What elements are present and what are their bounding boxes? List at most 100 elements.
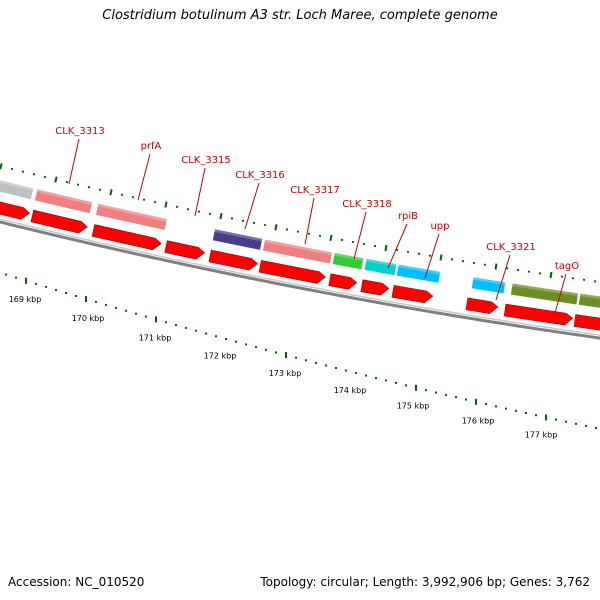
outer-minor-tick bbox=[65, 180, 69, 184]
cds-arrow-shape bbox=[360, 279, 390, 296]
gene-bar-sheen bbox=[511, 283, 579, 297]
inner-minor-tick bbox=[275, 351, 277, 354]
scale-label-173: 173 kbp bbox=[269, 369, 302, 378]
cds-arrow-7 bbox=[328, 273, 358, 290]
outer-minor-tick bbox=[318, 234, 322, 238]
gene-bar-sheen bbox=[579, 293, 600, 301]
cds-arrow-shape bbox=[30, 209, 88, 234]
cds-arrow-shape bbox=[573, 314, 600, 331]
inner-major-tick bbox=[155, 316, 157, 323]
outer-minor-tick bbox=[461, 260, 465, 263]
inner-minor-tick bbox=[335, 367, 337, 370]
outer-minor-tick bbox=[186, 208, 190, 211]
gene-bar-sheen bbox=[264, 239, 333, 256]
inner-minor-tick bbox=[5, 273, 7, 276]
outer-major-tick bbox=[439, 254, 443, 261]
outer-minor-tick bbox=[516, 268, 520, 272]
outer-minor-tick bbox=[472, 261, 476, 265]
inner-minor-tick bbox=[145, 315, 147, 318]
inner-minor-tick bbox=[445, 393, 447, 396]
inner-minor-tick bbox=[215, 335, 217, 338]
outer-minor-tick bbox=[483, 263, 487, 266]
inner-minor-tick bbox=[225, 337, 227, 340]
outer-minor-tick bbox=[351, 240, 355, 244]
cds-arrow-11 bbox=[503, 303, 574, 326]
gene-bar-shape bbox=[33, 188, 94, 215]
inner-minor-tick bbox=[65, 291, 67, 294]
gene-bar-shape bbox=[395, 263, 442, 284]
gene-bar-sheen bbox=[397, 264, 441, 275]
inner-minor-tick bbox=[185, 326, 187, 329]
gene-tago-bar bbox=[510, 282, 579, 306]
outer-minor-tick bbox=[428, 254, 432, 257]
outer-minor-tick bbox=[131, 196, 135, 199]
scale-label-176: 176 kbp bbox=[462, 416, 495, 425]
scale-label-175: 175 kbp bbox=[397, 401, 430, 410]
inner-minor-tick bbox=[35, 282, 37, 285]
outer-major-tick bbox=[54, 176, 58, 183]
inner-minor-tick bbox=[525, 412, 527, 415]
outer-minor-tick bbox=[197, 210, 201, 213]
cds-arrow-shape bbox=[0, 200, 30, 220]
inner-minor-tick bbox=[435, 391, 437, 394]
outer-minor-tick bbox=[175, 205, 179, 209]
genome-title: Clostridium botulinum A3 str. Loch Maree… bbox=[102, 8, 498, 23]
inner-minor-tick bbox=[265, 348, 267, 351]
inner-minor-tick bbox=[165, 321, 167, 324]
outer-minor-tick bbox=[296, 230, 300, 233]
outer-major-tick bbox=[219, 213, 223, 220]
outer-major-tick bbox=[274, 224, 278, 231]
inner-minor-tick bbox=[135, 312, 137, 315]
outer-minor-tick bbox=[307, 232, 311, 235]
outer-major-tick bbox=[0, 163, 3, 170]
outer-minor-tick bbox=[21, 170, 25, 173]
outer-minor-tick bbox=[43, 175, 47, 179]
inner-minor-tick bbox=[95, 300, 97, 303]
gene-upp-bar bbox=[395, 263, 442, 284]
gene-prfa-bar bbox=[95, 202, 168, 231]
cds-arrow-10 bbox=[465, 297, 499, 314]
gene-clk3321-label: CLK_3321 bbox=[486, 242, 536, 253]
inner-minor-tick bbox=[345, 369, 347, 372]
gene-rpib-label: rpiB bbox=[398, 211, 418, 222]
outer-minor-tick bbox=[571, 277, 575, 280]
gene-rpib-bar bbox=[363, 257, 398, 277]
inner-minor-tick bbox=[465, 398, 467, 401]
inner-major-tick bbox=[85, 295, 87, 302]
inner-minor-tick bbox=[395, 381, 397, 384]
scale-label-174: 174 kbp bbox=[334, 386, 367, 395]
inner-minor-tick bbox=[495, 405, 497, 408]
outer-minor-tick bbox=[406, 250, 410, 254]
inner-minor-tick bbox=[515, 409, 517, 412]
inner-minor-tick bbox=[575, 422, 577, 425]
inner-minor-tick bbox=[245, 343, 247, 346]
cds-arrow-shape bbox=[328, 273, 358, 290]
cds-arrow-5 bbox=[208, 249, 258, 271]
inner-minor-tick bbox=[115, 306, 117, 309]
inner-minor-tick bbox=[535, 414, 537, 417]
outer-minor-tick bbox=[582, 278, 586, 281]
inner-minor-tick bbox=[505, 407, 507, 410]
cds-arrow-9 bbox=[391, 285, 434, 304]
inner-major-tick bbox=[25, 277, 27, 284]
inner-minor-tick bbox=[565, 420, 567, 423]
outer-minor-tick bbox=[340, 238, 344, 242]
outer-minor-tick bbox=[120, 193, 124, 196]
inner-minor-tick bbox=[455, 396, 457, 399]
inner-minor-tick bbox=[555, 418, 557, 421]
inner-minor-tick bbox=[15, 276, 17, 279]
gene-rpib-leader-line bbox=[387, 223, 408, 269]
inner-minor-tick bbox=[365, 374, 367, 377]
scale-label-177: 177 kbp bbox=[525, 431, 558, 440]
outer-minor-tick bbox=[230, 217, 234, 220]
outer-minor-tick bbox=[505, 267, 509, 270]
inner-minor-tick bbox=[315, 361, 317, 364]
gene-clk3316-label: CLK_3316 bbox=[235, 170, 285, 181]
gene-clk3318-bar bbox=[331, 251, 365, 271]
inner-major-tick bbox=[285, 352, 287, 359]
cds-arrow-shape bbox=[208, 249, 258, 271]
inner-minor-tick bbox=[305, 359, 307, 362]
gene-clk3316-leader-line bbox=[244, 182, 260, 230]
inner-minor-tick bbox=[105, 303, 107, 306]
